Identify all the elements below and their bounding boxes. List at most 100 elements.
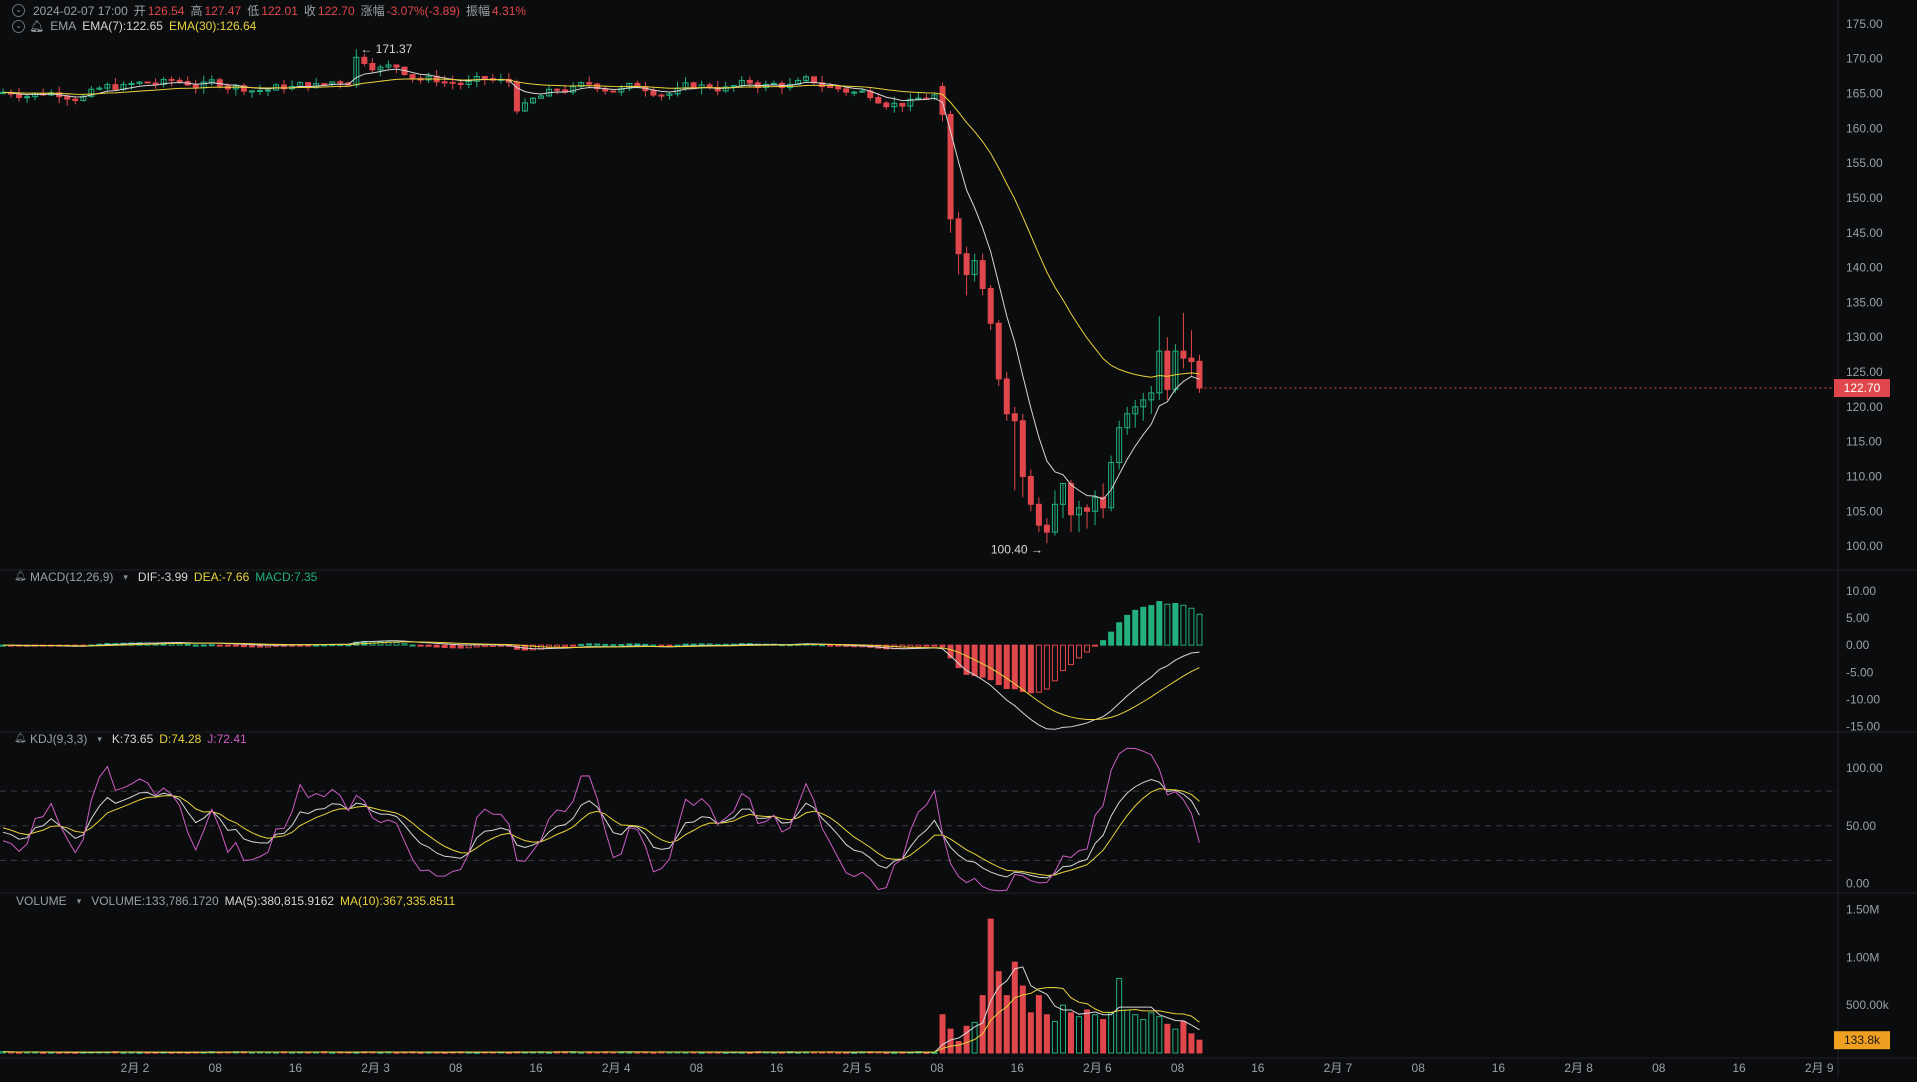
macd-histogram-bar	[401, 643, 408, 646]
time-axis-label: 2月 4	[602, 1061, 631, 1075]
kdj-axis-tick: 50.00	[1846, 819, 1876, 833]
time-axis-label: 16	[1251, 1061, 1265, 1075]
candle-body	[377, 66, 384, 71]
change-label: 涨幅	[360, 4, 385, 18]
macd-dropdown-icon[interactable]: ▾	[123, 571, 128, 582]
macd-histogram-bar	[570, 644, 577, 647]
candle-body	[690, 82, 697, 89]
macd-axis-tick: 10.00	[1846, 584, 1876, 598]
volume-bar	[1132, 1014, 1139, 1054]
price-axis-tick: 160.00	[1846, 121, 1883, 135]
macd-histogram-bar	[1116, 622, 1123, 646]
candle-body	[465, 80, 472, 85]
candle-body	[104, 84, 111, 89]
macd-histogram-bar	[184, 643, 191, 646]
time-axis-label: 08	[1171, 1061, 1185, 1075]
candle-body	[666, 93, 673, 96]
candle-body	[1051, 503, 1058, 533]
macd-name[interactable]: MACD(12,26,9)	[30, 570, 114, 584]
candle-body	[16, 93, 23, 99]
candle-body	[730, 85, 737, 88]
price-axis-tick: 110.00	[1846, 469, 1882, 483]
volume-ma10-line	[2, 986, 1200, 1053]
candle-body	[329, 81, 336, 85]
macd-histogram-bar	[393, 641, 400, 646]
amplitude-label: 振幅	[466, 4, 491, 18]
kdj-name[interactable]: KDJ(9,3,3)	[30, 732, 88, 746]
candle-body	[216, 79, 223, 87]
candle-body	[987, 287, 994, 324]
volume-bar	[1092, 1014, 1099, 1054]
macd-histogram-bar	[1035, 644, 1042, 693]
macd-histogram-bar	[297, 644, 304, 647]
macd-histogram-bar	[232, 644, 239, 647]
ema-name[interactable]: EMA	[50, 19, 77, 33]
volume-name[interactable]: VOLUME	[16, 894, 67, 908]
candle-body	[843, 88, 850, 93]
candle-body	[441, 81, 448, 84]
candle-body	[393, 64, 400, 68]
kdj-dropdown-icon[interactable]: ▾	[97, 733, 102, 744]
volume-bar	[1027, 1012, 1034, 1054]
time-axis-label: 08	[690, 1061, 704, 1075]
candle-body	[1019, 420, 1026, 477]
volume-bar	[1067, 1012, 1074, 1054]
time-axis-label: 08	[209, 1061, 223, 1075]
bell-icon[interactable]: 🔔︎	[29, 19, 45, 33]
macd-histogram-bar	[377, 641, 384, 646]
price-axis-tick: 145.00	[1846, 226, 1883, 240]
kdj-bell-icon[interactable]: 🔔︎	[14, 733, 27, 744]
candle-body	[1027, 475, 1034, 505]
price-axis-tick: 100.00	[1846, 539, 1883, 553]
time-axis-label: 16	[1732, 1061, 1746, 1075]
macd-histogram-bar	[481, 644, 488, 648]
macd-histogram-bar	[449, 644, 456, 649]
ohlc-header: ⌄ 2024-02-07 17:00 开 126.54 高 127.47 低 122.…	[0, 2, 526, 19]
candle-body	[1148, 392, 1155, 401]
candle-body	[473, 75, 480, 82]
candle-body	[979, 260, 986, 289]
time-axis-label: 2月 9	[1805, 1061, 1834, 1075]
volume-bar	[1116, 977, 1123, 1054]
price-axis-tick: 140.00	[1846, 261, 1883, 275]
macd-histogram-bar	[1027, 644, 1034, 694]
macd-histogram-bar	[915, 644, 922, 648]
macd-histogram-bar	[1092, 644, 1099, 647]
volume-bar	[1172, 1028, 1179, 1054]
volume-bar	[1084, 1009, 1091, 1054]
volume-bar	[987, 918, 994, 1054]
candle-body	[1116, 427, 1123, 464]
volume-bar	[1003, 995, 1010, 1054]
ema-collapse-icon[interactable]: ⌄	[12, 19, 25, 33]
macd-histogram-bar	[200, 644, 207, 647]
macd-histogram-bar	[1051, 644, 1058, 682]
macd-histogram-bar	[1156, 601, 1163, 646]
macd-histogram-bar	[554, 644, 561, 648]
macd-bell-icon[interactable]: 🔔︎	[14, 571, 27, 582]
candle-body	[610, 90, 617, 93]
volume-dropdown-icon[interactable]: ▾	[76, 895, 82, 906]
candle-body	[264, 89, 271, 92]
macd-histogram-bar	[1067, 644, 1074, 666]
macd-histogram-bar	[947, 644, 954, 659]
price-axis-tick: 155.00	[1846, 156, 1883, 170]
candle-body	[819, 82, 826, 88]
collapse-toggle-icon[interactable]: ⌄	[12, 4, 25, 17]
candle-body	[425, 75, 432, 81]
macd-histogram-bar	[216, 644, 223, 647]
candle-body	[963, 253, 970, 276]
candle-body	[835, 86, 842, 90]
volume-bar	[1180, 1020, 1187, 1054]
macd-histogram-bar	[417, 644, 424, 647]
price-axis-tick: 170.00	[1846, 52, 1883, 66]
kdj-k-value: K:73.65	[111, 732, 154, 746]
macd-histogram-bar	[883, 644, 890, 650]
macd-histogram-bar	[1148, 605, 1155, 646]
close-label: 收	[303, 4, 316, 18]
candle-body	[899, 102, 906, 107]
candle-body	[385, 64, 392, 68]
volume-bar	[1011, 961, 1018, 1054]
macd-histogram-bar	[1188, 607, 1195, 646]
